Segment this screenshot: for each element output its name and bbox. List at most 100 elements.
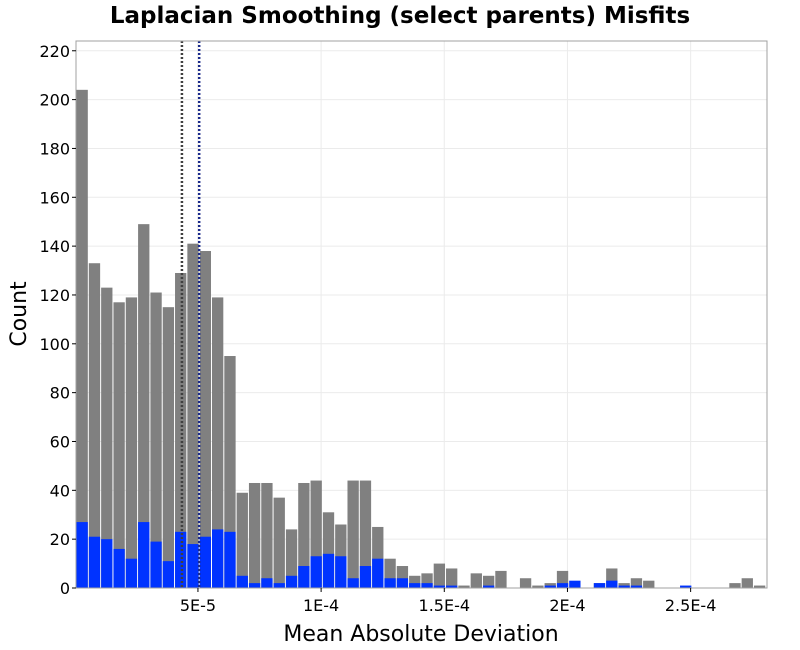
bar-subset	[482, 585, 495, 588]
bar-all	[162, 307, 175, 588]
bar-all	[409, 575, 421, 588]
bar-subset	[544, 585, 556, 588]
bar-subset	[175, 531, 187, 588]
bar-all	[187, 243, 199, 588]
bar-subset	[396, 578, 409, 588]
bar-subset	[138, 522, 150, 588]
bar-all	[261, 482, 273, 588]
bar-all	[298, 482, 310, 588]
bar-subset	[322, 553, 335, 588]
bar-subset	[248, 583, 261, 588]
bar-subset	[421, 583, 433, 588]
bar-all	[495, 570, 507, 588]
bar-subset	[211, 529, 224, 588]
x-tick-label: 2.5E-4	[665, 596, 717, 615]
bar-all	[347, 480, 359, 588]
bar-all	[729, 583, 741, 588]
bar-all	[113, 302, 125, 588]
y-tick-label: 180	[39, 139, 70, 158]
bar-all	[322, 512, 335, 588]
bar-all	[643, 580, 655, 588]
bar-all	[199, 251, 211, 589]
bar-all	[76, 89, 88, 588]
bar-all	[372, 526, 384, 588]
bar-subset	[125, 558, 138, 588]
y-tick-label: 140	[39, 237, 70, 256]
bar-subset	[101, 539, 113, 588]
bar-subset	[384, 578, 396, 588]
bar-all	[310, 480, 322, 588]
bar-all	[211, 297, 224, 588]
bar-all	[753, 585, 766, 588]
y-tick-label: 0	[60, 579, 70, 598]
bar-subset	[162, 561, 175, 588]
plot-frame	[75, 40, 768, 589]
bar-subset	[261, 578, 273, 588]
bar-all	[101, 287, 113, 588]
bar-subset	[556, 583, 569, 588]
bar-all	[359, 480, 372, 588]
bar-all	[458, 585, 470, 588]
bar-all	[88, 263, 101, 588]
bar-subset	[593, 583, 606, 588]
bar-subset	[630, 585, 643, 588]
bar-subset	[224, 531, 236, 588]
bar-subset	[285, 575, 298, 588]
x-tick-label: 2E-4	[549, 596, 585, 615]
bar-all	[470, 573, 482, 588]
bar-subset	[187, 544, 199, 588]
bar-all	[396, 566, 409, 588]
chart-title: Laplacian Smoothing (select parents) Mis…	[110, 3, 690, 29]
reference-lines	[180, 41, 201, 588]
y-tick-label: 20	[50, 530, 70, 549]
bar-all	[606, 568, 618, 588]
bar-subset	[199, 536, 211, 588]
y-tick-label: 120	[39, 286, 70, 305]
bar-subset	[606, 580, 618, 588]
bar-all	[519, 578, 532, 588]
bar-all	[236, 492, 248, 588]
bar-all	[273, 497, 285, 588]
bar-all	[482, 575, 495, 588]
bar-all	[433, 563, 446, 588]
bar-all	[125, 297, 138, 588]
bar-subset	[680, 585, 692, 588]
bar-subset	[409, 583, 421, 588]
bar-subset	[113, 548, 125, 588]
bar-subset	[372, 558, 384, 588]
x-tick-label: 5E-5	[180, 596, 216, 615]
bar-subset	[273, 583, 285, 588]
bar-subset	[359, 566, 372, 588]
y-axis-label: Count	[7, 281, 32, 347]
bar-subset	[150, 541, 162, 588]
x-tick-label: 1.5E-4	[419, 596, 471, 615]
bar-all	[138, 224, 150, 588]
bar-all	[741, 578, 753, 588]
x-tick-label: 1E-4	[303, 596, 339, 615]
bar-all	[384, 558, 396, 588]
bar-subset	[88, 536, 101, 588]
bar-subset	[298, 566, 310, 588]
bar-subset	[76, 522, 88, 588]
bar-subset	[236, 575, 248, 588]
bar-all	[285, 529, 298, 588]
y-tick-label: 220	[39, 42, 70, 61]
x-axis-label: Mean Absolute Deviation	[283, 622, 558, 647]
bar-subset	[347, 578, 359, 588]
bar-all	[446, 568, 458, 588]
y-tick-label: 200	[39, 91, 70, 110]
bar-all	[556, 570, 569, 588]
bar-subset	[335, 556, 347, 588]
bar-subset	[569, 580, 581, 588]
bar-all	[421, 573, 433, 588]
axis-ticks: 0 20 40 60 80 100 120 140 160 180 200 220 5E-5 1E-4 1.…	[39, 42, 716, 615]
y-tick-label: 40	[50, 481, 70, 500]
bar-subset	[446, 585, 458, 588]
bar-all	[150, 292, 162, 588]
bar-subset	[310, 556, 322, 588]
y-tick-label: 60	[50, 432, 70, 451]
bar-subset	[618, 585, 630, 588]
bar-all	[532, 585, 544, 588]
y-tick-label: 160	[39, 188, 70, 207]
